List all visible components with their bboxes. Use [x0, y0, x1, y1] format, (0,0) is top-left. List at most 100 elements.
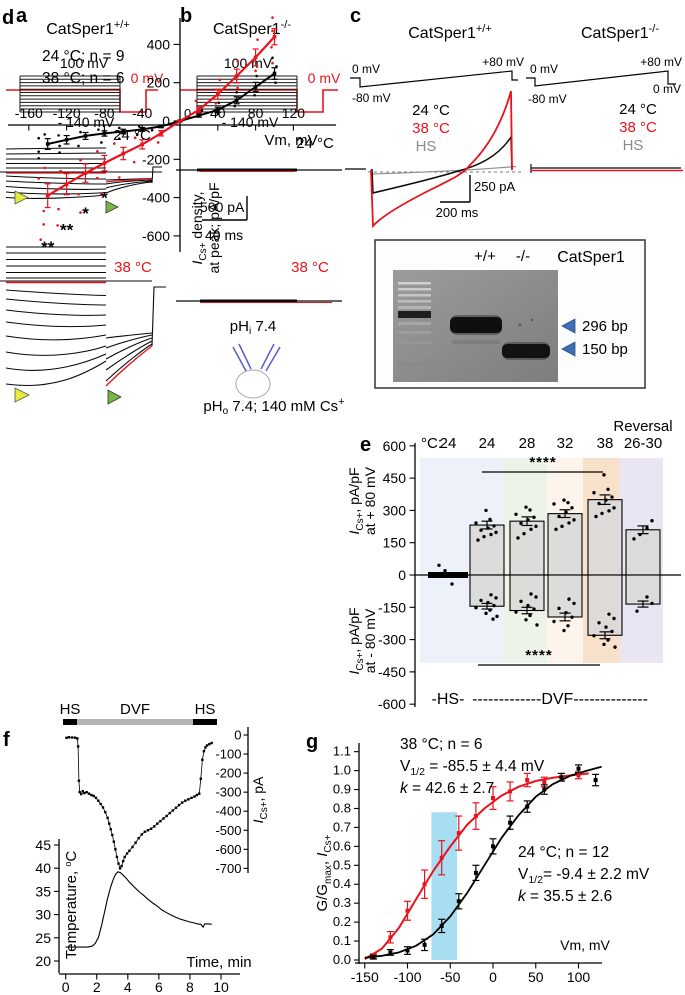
svg-text:0: 0 — [234, 728, 241, 743]
svg-text:150: 150 — [383, 535, 407, 551]
left-axis-label: Temperature, oC — [63, 851, 80, 960]
panel-c-right-hs: HS — [623, 137, 644, 154]
y-axis-label: G/Gmax, ICs+ — [314, 834, 334, 911]
solution-bar — [193, 719, 217, 725]
svg-text:50: 50 — [528, 969, 544, 985]
solution-label-hs: HS — [60, 701, 81, 718]
timecourse-plot-panel-f: f HS DVF HS 0 -100 -200 -300 -400 -500 -600 -700 ICs… — [3, 701, 270, 995]
ramp-left-vmax: +80 mV — [482, 55, 524, 69]
legend-entry: 38 °C; n = 6 — [400, 736, 482, 753]
svg-text:ICs+, pA: ICs+, pA — [250, 776, 270, 824]
svg-text:80: 80 — [248, 105, 264, 121]
panel-b-temp-38: 38 °C — [291, 259, 329, 276]
svg-text:300: 300 — [383, 502, 407, 518]
panel-a: a CatSper1+/+ 100 mV 0 mV - 140 mV 24 °C… — [0, 5, 166, 405]
panel-a-protocol-steps — [19, 75, 121, 113]
svg-text:0.3: 0.3 — [333, 895, 351, 910]
legend-entry: 24 °C; n = 9 — [42, 48, 124, 65]
temp-header: 28 — [519, 435, 536, 452]
panel-a-protocol-hold — [6, 89, 158, 113]
svg-text:20: 20 — [35, 953, 51, 969]
boltzmann-fit — [364, 765, 602, 959]
bar-column-24 — [428, 563, 468, 586]
panel-c-right-t38: 38 °C — [619, 119, 657, 136]
iv-series-38C — [37, 16, 278, 242]
legend-entry: k = 35.5 ± 2.6 — [518, 888, 612, 905]
ramp-right-vmin: -80 mV — [528, 92, 567, 106]
panel-c-trace-24 — [371, 134, 513, 194]
svg-text:-100: -100 — [215, 747, 241, 762]
svg-text:-120: -120 — [53, 105, 81, 121]
bar-column-38 — [587, 473, 623, 649]
pipette-cell-icon — [232, 343, 281, 399]
significance-marker: * — [82, 204, 89, 223]
svg-text:1.1: 1.1 — [333, 744, 351, 759]
ramp-left-v0: 0 mV — [352, 62, 380, 76]
svg-text:-150: -150 — [378, 599, 406, 615]
svg-text:30: 30 — [35, 907, 51, 923]
panel-b-protocol-hold — [180, 89, 338, 113]
panel-g-label: g — [306, 731, 318, 753]
solution-bar — [63, 719, 77, 725]
solution-bar — [77, 719, 193, 725]
gel-inset: +/+ -/- CatSper1 — [374, 239, 646, 389]
svg-text:-300: -300 — [215, 785, 241, 800]
gel-gene-label: CatSper1 — [557, 249, 625, 266]
panel-b-scale-t: 40 ms — [205, 227, 243, 243]
iv-plot-panel-d: d-160-120-80-40040801204002000-200-400-6… — [2, 7, 336, 274]
current-trace — [66, 736, 212, 870]
panel-a-traces-24 — [0, 147, 162, 200]
svg-text:0.5: 0.5 — [333, 857, 351, 872]
svg-text:0: 0 — [184, 106, 191, 121]
green-arrowhead-icon — [107, 389, 122, 405]
panel-f-label: f — [3, 729, 10, 751]
svg-text:-160: -160 — [15, 105, 43, 121]
svg-text:120: 120 — [282, 105, 306, 121]
panel-a-temp-38: 38 °C — [114, 259, 152, 276]
ramp-right-vmax: +80 mV — [640, 55, 682, 69]
bar-column-24 — [469, 508, 505, 621]
solution-label-hs: HS — [195, 701, 216, 718]
svg-text:200: 200 — [147, 75, 171, 91]
panel-b-vbottom: - 140 mV — [222, 114, 279, 130]
gel-lane-wt-label: +/+ — [474, 248, 496, 265]
panel-a-trace-24-red — [6, 172, 153, 183]
svg-text:-80: -80 — [94, 105, 114, 121]
activation-plot-panel-g: g 1.1 1.0 0.9 0.8 0.7 0.6 0.5 0.4 0.3 0.2 0.1 0.0-15… — [306, 731, 650, 985]
svg-text:-200: -200 — [215, 766, 241, 781]
svg-text:45: 45 — [35, 837, 51, 853]
blue-arrowhead-icon — [561, 341, 576, 357]
svg-text:-100: -100 — [393, 969, 421, 985]
significance-marker: ** — [60, 221, 74, 240]
svg-text:-400: -400 — [215, 804, 241, 819]
yellow-arrowhead-icon — [14, 387, 30, 403]
ramp-left-vmin: -80 mV — [352, 91, 391, 105]
x-axis-label: Vm, mV — [560, 937, 610, 953]
svg-text:0.9: 0.9 — [333, 782, 351, 797]
gel-band-upper-label: 296 bp — [582, 318, 628, 335]
significance-marker: **** — [525, 647, 552, 664]
panel-c-label: c — [350, 5, 361, 27]
svg-text:at peak; pA/pF: at peak; pA/pF — [206, 182, 222, 273]
y-axis-label: ICs+, pA/pF — [346, 607, 366, 674]
svg-text:0: 0 — [62, 979, 70, 995]
svg-text:-40: -40 — [132, 105, 152, 121]
svg-text:G/Gmax, ICs+: G/Gmax, ICs+ — [314, 834, 334, 911]
svg-text:0: 0 — [489, 969, 497, 985]
panel-c-right-trace-black — [530, 164, 681, 173]
gel-ladder-lane — [398, 282, 431, 366]
svg-text:100: 100 — [567, 969, 591, 985]
svg-text:2: 2 — [93, 979, 101, 995]
blue-arrowhead-icon — [561, 318, 576, 334]
temp-header-prefix: °C: — [421, 435, 442, 452]
svg-text:-600: -600 — [215, 842, 241, 857]
legend-entry: 38 °C; n = 6 — [42, 70, 124, 87]
svg-text:0.2: 0.2 — [333, 914, 351, 929]
svg-text:8: 8 — [186, 979, 194, 995]
svg-text:0.6: 0.6 — [333, 838, 351, 853]
right-axis-label: ICs+, pA — [250, 776, 270, 824]
svg-text:0.7: 0.7 — [333, 819, 351, 834]
svg-text:35: 35 — [35, 883, 51, 899]
svg-text:-500: -500 — [215, 823, 241, 838]
